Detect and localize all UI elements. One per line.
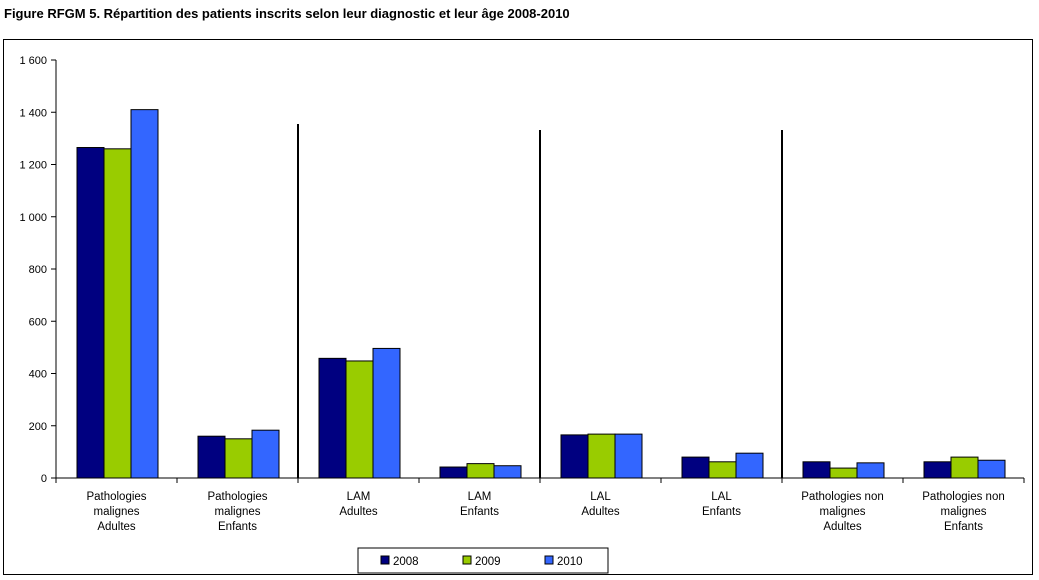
bar-2009-cat-5 — [587, 433, 616, 479]
y-tick-label: 1 000 — [19, 212, 47, 224]
bar-2010-cat-1 — [130, 109, 159, 479]
y-tick-label: 800 — [29, 264, 47, 276]
legend-swatch-2010 — [544, 555, 554, 565]
bar-2010-cat-3 — [372, 347, 401, 479]
y-tick-label: 1 600 — [19, 55, 47, 67]
x-category-label: LAM Enfants — [460, 491, 499, 518]
bar-2010-cat-2 — [251, 429, 280, 479]
bar-2008-cat-7 — [802, 461, 831, 479]
bar-2009-cat-2 — [224, 438, 253, 479]
legend-box — [357, 547, 609, 574]
bar-2010-cat-7 — [856, 462, 885, 479]
y-tick-label: 1 200 — [19, 160, 47, 172]
x-category-label: LAM Adultes — [339, 491, 378, 518]
x-category-label: Pathologies malignes Enfants — [207, 491, 267, 533]
bar-2009-cat-7 — [829, 467, 858, 479]
bar-2010-cat-4 — [493, 465, 522, 479]
y-tick-label: 1 400 — [19, 107, 47, 119]
x-category-label: Pathologies malignes Adultes — [86, 491, 146, 533]
x-category-label: LAL Adultes — [581, 491, 620, 518]
x-axis: Pathologies malignes Adultes Pathologies mal… — [55, 477, 1025, 533]
legend-label-2010: 2010 — [557, 556, 583, 568]
bar-2008-cat-3 — [318, 357, 347, 479]
y-tick-label: 200 — [29, 421, 47, 433]
bar-2008-cat-4 — [439, 466, 468, 479]
y-tick-label: 400 — [29, 369, 47, 381]
legend: 2008 2009 2010 — [357, 547, 609, 574]
y-tick-label: 0 — [41, 473, 47, 485]
bar-2009-cat-1 — [103, 148, 132, 479]
chart-frame — [3, 39, 1033, 575]
bar-2009-cat-3 — [345, 360, 374, 479]
bar-2010-cat-6 — [735, 452, 764, 479]
bar-2010-cat-5 — [614, 433, 643, 479]
bar-2008-cat-2 — [197, 435, 226, 479]
figure-title: Figure RFGM 5. Répartition des patients … — [4, 6, 570, 21]
y-axis: 0 200 400 600 800 1 000 1 200 1 400 1 600 — [19, 55, 57, 485]
bar-2008-cat-5 — [560, 434, 589, 479]
legend-label-2008: 2008 — [393, 556, 419, 568]
bar-2008-cat-6 — [681, 456, 710, 479]
bar-2010-cat-8 — [977, 459, 1006, 479]
y-tick-label: 600 — [29, 316, 47, 328]
bar-2008-cat-8 — [923, 461, 952, 479]
x-category-label: LAL Enfants — [702, 491, 741, 518]
bar-2009-cat-4 — [466, 463, 495, 479]
legend-swatch-2009 — [462, 555, 472, 565]
bar-2008-cat-1 — [76, 147, 105, 479]
bar-2009-cat-6 — [708, 461, 737, 479]
bars — [76, 109, 1006, 479]
legend-label-2009: 2009 — [475, 556, 501, 568]
bar-2009-cat-8 — [950, 456, 979, 479]
x-category-label: Pathologies non malignes Enfants — [922, 491, 1004, 533]
group-separators — [297, 124, 783, 478]
legend-swatch-2008 — [380, 555, 390, 565]
x-category-label: Pathologies non malignes Adultes — [801, 491, 883, 533]
